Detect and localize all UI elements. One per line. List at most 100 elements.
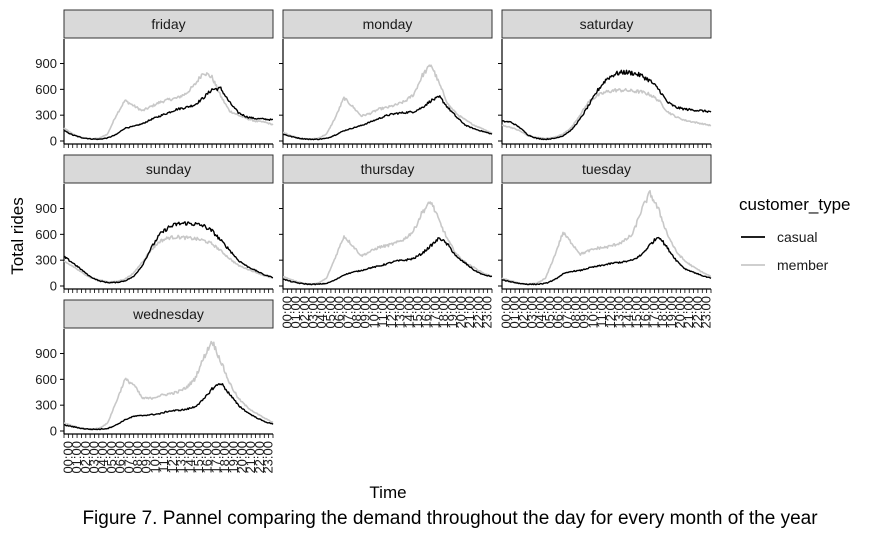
x-tick-label: 12:00 [603,296,618,329]
legend-label-casual: casual [777,229,817,245]
series-line-member [64,340,274,431]
x-tick-label: 19:00 [226,441,241,474]
legend-title: customer_type [739,195,851,214]
x-tick-label: 22:00 [471,296,486,329]
x-tick-label: 21:00 [681,296,696,329]
y-tick-label: 300 [35,398,57,413]
x-tick-label: 13:00 [174,441,189,474]
legend-label-member: member [777,257,829,273]
x-tick-label: 19:00 [445,296,460,329]
x-tick-label: 02:00 [516,296,531,329]
x-tick-label: 17:00 [208,441,223,474]
series-line-casual [501,69,712,141]
y-tick-label: 300 [35,253,57,268]
facet-wednesday: wednesday030060090000:0001:0002:0003:000… [35,299,276,474]
x-tick-label: 19:00 [664,296,679,329]
x-tick-label: 08:00 [130,441,145,474]
x-tick-label: 21:00 [462,296,477,329]
x-tick-label: 09:00 [139,441,154,474]
facet-strip-label: saturday [580,16,634,32]
x-tick-label: 04:00 [314,296,329,329]
x-tick-label: 16:00 [419,296,434,329]
x-tick-label: 13:00 [393,296,408,329]
x-tick-label: 16:00 [638,296,653,329]
x-tick-label: 04:00 [533,296,548,329]
y-tick-label: 0 [50,279,57,294]
x-tick-label: 00:00 [279,296,294,329]
x-tick-label: 03:00 [86,441,101,474]
x-tick-label: 03:00 [524,296,539,329]
x-tick-label: 18:00 [436,296,451,329]
x-tick-label: 06:00 [332,296,347,329]
x-tick-label: 08:00 [568,296,583,329]
x-tick-label: 09:00 [577,296,592,329]
x-tick-label: 07:00 [340,296,355,329]
x-tick-label: 05:00 [542,296,557,329]
x-axis-title: Time [369,483,406,502]
x-tick-label: 17:00 [646,296,661,329]
x-tick-label: 02:00 [297,296,312,329]
facet-strip-label: thursday [361,161,415,177]
facet-friday: friday 0 300 600 900 [35,9,274,149]
facet-strip-label: tuesday [582,161,631,177]
x-tick-label: 20:00 [235,441,250,474]
series-line-member [63,72,274,140]
y-tick-label: 600 [35,372,57,387]
facet-panels: friday 0 300 600 900 monday saturday sunday 0 300… [35,9,714,474]
x-tick-label: 20:00 [454,296,469,329]
series-line-member [282,64,493,141]
facet-monday: monday [279,9,493,148]
x-tick-label: 01:00 [507,296,522,329]
x-tick-label: 05:00 [104,441,119,474]
x-tick-label: 15:00 [191,441,206,474]
x-tick-label: 10:00 [147,441,162,474]
legend: customer_type casual member [739,195,851,273]
y-tick-label: 0 [50,134,57,149]
series-line-casual [501,236,712,286]
x-tick-label: 23:00 [480,296,495,329]
x-tick-label: 23:00 [699,296,714,329]
x-tick-label: 07:00 [559,296,574,329]
facet-strip [501,154,712,184]
facet-strip [63,299,274,329]
y-tick-label: 900 [35,346,57,361]
series-line-member [501,87,712,140]
x-tick-label: 20:00 [673,296,688,329]
series-line-member [63,234,273,283]
x-tick-label: 06:00 [551,296,566,329]
x-tick-label: 15:00 [629,296,644,329]
x-tick-label: 00:00 [498,296,513,329]
x-tick-label: 12:00 [165,441,180,474]
x-tick-label: 18:00 [655,296,670,329]
x-tick-label: 11:00 [594,296,609,328]
x-tick-label: 16:00 [200,441,215,474]
series-line-casual [282,95,493,141]
series-line-member [283,201,493,286]
x-tick-label: 17:00 [427,296,442,329]
facet-strip-label: wednesday [132,306,204,322]
x-tick-label: 22:00 [252,441,267,474]
y-tick-label: 300 [35,108,57,123]
facet-strip-label: friday [151,16,185,32]
y-tick-label: 0 [50,424,57,439]
x-tick-label: 07:00 [121,441,136,474]
x-tick-label: 11:00 [156,441,171,473]
facet-strip [282,9,493,39]
x-tick-label: 10:00 [585,296,600,329]
x-tick-label: 14:00 [401,296,416,329]
facet-tuesday: tuesday 00:0001:0002:0003:0004:0005:0006:… [498,154,714,329]
series-line-casual [63,221,274,284]
facet-strip [63,9,274,39]
y-axis-title: Total rides [8,197,27,274]
x-tick-label: 14:00 [182,441,197,474]
x-tick-label: 09:00 [358,296,373,329]
x-tick-label: 00:00 [60,441,75,474]
x-tick-label: 05:00 [323,296,338,329]
series-line-casual [64,383,274,431]
facet-strip [501,9,712,39]
y-tick-label: 600 [35,82,57,97]
x-tick-label: 08:00 [349,296,364,329]
series-line-casual [63,86,273,141]
y-tick-label: 600 [35,227,57,242]
